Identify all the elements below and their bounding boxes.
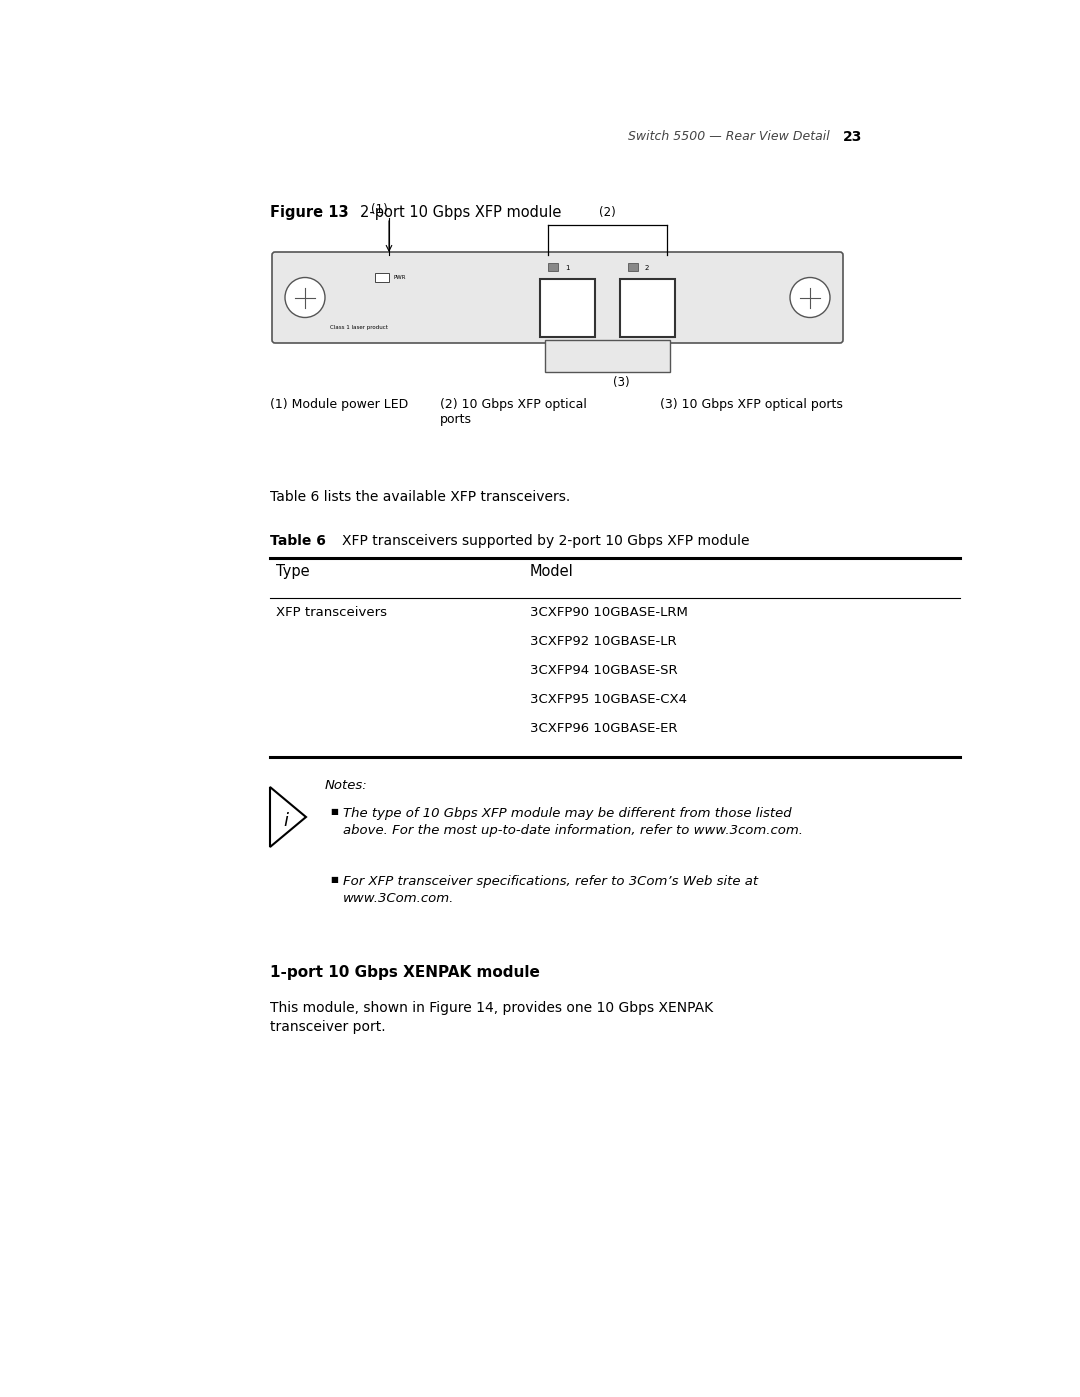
- Text: ■: ■: [330, 875, 338, 884]
- Text: Switch 5500 — Rear View Detail: Switch 5500 — Rear View Detail: [629, 130, 831, 142]
- Circle shape: [789, 278, 831, 317]
- Text: 3CXFP95 10GBASE-CX4: 3CXFP95 10GBASE-CX4: [530, 693, 687, 705]
- Text: 23: 23: [843, 130, 862, 144]
- Text: This module, shown in Figure 14, provides one 10 Gbps XENPAK
transceiver port.: This module, shown in Figure 14, provide…: [270, 1002, 713, 1035]
- Text: XFP transceivers: XFP transceivers: [276, 606, 387, 619]
- Text: (1) Module power LED: (1) Module power LED: [270, 398, 408, 411]
- Text: The type of 10 Gbps XFP module may be different from those listed
above. For the: The type of 10 Gbps XFP module may be di…: [343, 807, 804, 837]
- Text: Table 6 lists the available XFP transceivers.: Table 6 lists the available XFP transcei…: [270, 490, 570, 504]
- Text: Table 6: Table 6: [270, 534, 326, 548]
- Text: For XFP transceiver specifications, refer to 3Com’s Web site at
www.3Com.com.: For XFP transceiver specifications, refe…: [343, 875, 758, 905]
- Text: Notes:: Notes:: [325, 780, 368, 792]
- FancyBboxPatch shape: [272, 251, 843, 344]
- Text: (2) 10 Gbps XFP optical
ports: (2) 10 Gbps XFP optical ports: [440, 398, 586, 426]
- Bar: [375, 272, 389, 282]
- Text: (2): (2): [599, 205, 616, 219]
- Text: Class 1 laser product: Class 1 laser product: [330, 326, 388, 330]
- Bar: [627, 263, 638, 271]
- Text: Type: Type: [276, 564, 310, 578]
- Text: (1): (1): [372, 203, 388, 217]
- Text: 2: 2: [645, 265, 649, 271]
- Bar: [545, 339, 670, 372]
- Text: (3): (3): [612, 376, 630, 388]
- Text: 1: 1: [565, 265, 569, 271]
- Text: (3) 10 Gbps XFP optical ports: (3) 10 Gbps XFP optical ports: [660, 398, 842, 411]
- Text: PWR: PWR: [393, 275, 405, 279]
- Text: 1-port 10 Gbps XENPAK module: 1-port 10 Gbps XENPAK module: [270, 965, 540, 981]
- Bar: [540, 279, 595, 337]
- Bar: [620, 279, 675, 337]
- Text: Figure 13: Figure 13: [270, 205, 349, 219]
- Bar: [548, 263, 558, 271]
- Text: 2-port 10 Gbps XFP module: 2-port 10 Gbps XFP module: [360, 205, 562, 219]
- Text: ■: ■: [330, 807, 338, 816]
- Text: 3CXFP92 10GBASE-LR: 3CXFP92 10GBASE-LR: [530, 636, 677, 648]
- Text: XFP transceivers supported by 2-port 10 Gbps XFP module: XFP transceivers supported by 2-port 10 …: [342, 534, 750, 548]
- Text: 3CXFP90 10GBASE-LRM: 3CXFP90 10GBASE-LRM: [530, 606, 688, 619]
- Text: i: i: [283, 812, 288, 830]
- Text: 3CXFP94 10GBASE-SR: 3CXFP94 10GBASE-SR: [530, 664, 677, 678]
- Text: 3CXFP96 10GBASE-ER: 3CXFP96 10GBASE-ER: [530, 722, 677, 735]
- Text: Model: Model: [530, 564, 573, 578]
- Circle shape: [285, 278, 325, 317]
